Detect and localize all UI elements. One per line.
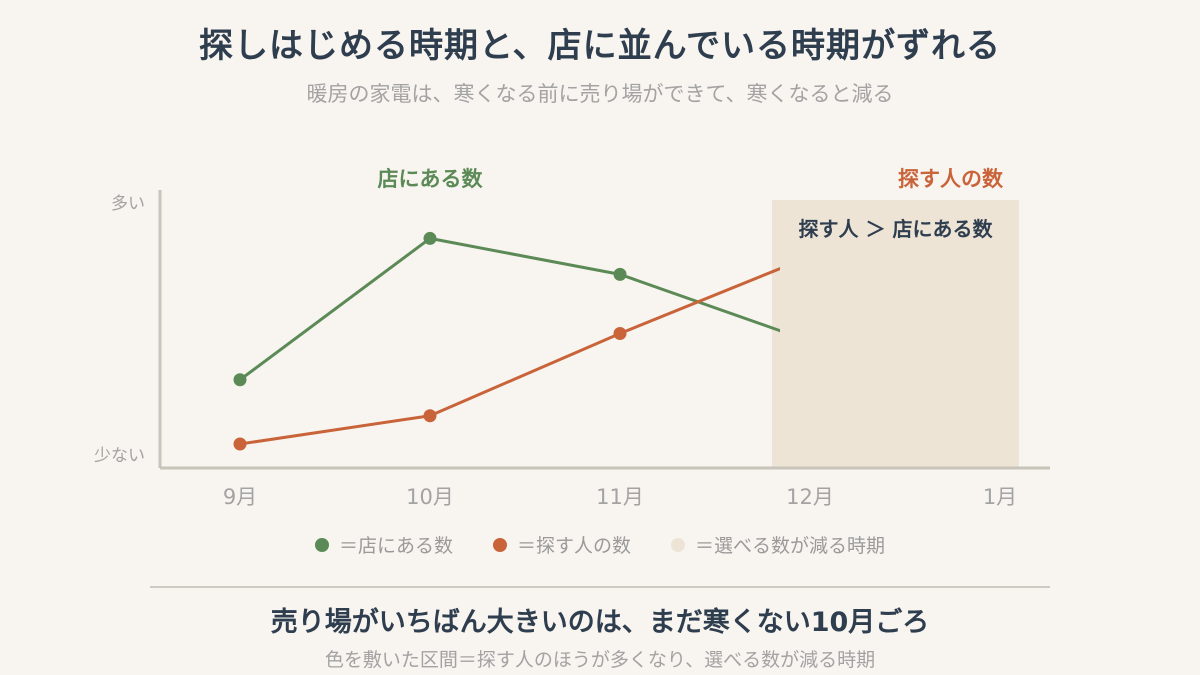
- page-subtitle: 暖房の家電は、寒くなる前に売り場ができて、寒くなると減る: [306, 82, 894, 106]
- legend-dot-search: [492, 537, 507, 552]
- series-line-store: [239, 236, 780, 381]
- legend-label-search: ＝探す人の数: [516, 535, 631, 557]
- page-title: 探しはじめる時期と、店に並んでいる時期がずれる: [199, 26, 1001, 66]
- x-tick-label: 11月: [596, 485, 644, 509]
- y-axis-label-top: 多い: [111, 194, 145, 214]
- legend-item-store: ＝店にある数: [314, 531, 453, 558]
- legend-item-shade: ＝選べる数が減る時期: [671, 531, 885, 558]
- x-tick-label: 1月: [983, 485, 1017, 509]
- data-point-store: [613, 267, 627, 281]
- chart-legend: ＝店にある数 ＝探す人の数 ＝選べる数が減る時期: [0, 531, 1200, 558]
- series-line-search: [239, 266, 780, 446]
- footnote-text: 色を敷いた区間＝探す人のほうが多くなり、選べる数が減る時期: [324, 649, 876, 671]
- legend-label-store: ＝店にある数: [338, 535, 453, 557]
- series-label-store: 店にある数: [378, 167, 484, 191]
- section-divider: [150, 586, 1050, 588]
- shaded-region: [772, 200, 1019, 468]
- data-point-search: [423, 409, 437, 423]
- data-point-search: [613, 327, 627, 340]
- legend-item-search: ＝探す人の数: [492, 531, 631, 558]
- x-tick-label: 10月: [406, 485, 454, 509]
- x-tick-label: 12月: [786, 485, 834, 509]
- legend-dot-shade: [671, 537, 685, 552]
- conclusion-text: 売り場がいちばん大きいのは、まだ寒くない10月ごろ: [270, 607, 930, 638]
- data-point-search: [233, 437, 247, 451]
- legend-dot-store: [314, 537, 329, 552]
- x-tick-label: 9月: [223, 485, 257, 509]
- legend-label-shade: ＝選べる数が減る時期: [695, 535, 886, 557]
- shaded-region-label: 探す人 ＞ 店にある数: [799, 217, 994, 241]
- y-axis-label-bottom: 少ない: [94, 446, 145, 466]
- series-label-search: 探す人の数: [898, 167, 1004, 191]
- data-point-store: [233, 373, 247, 387]
- data-point-store: [423, 231, 437, 245]
